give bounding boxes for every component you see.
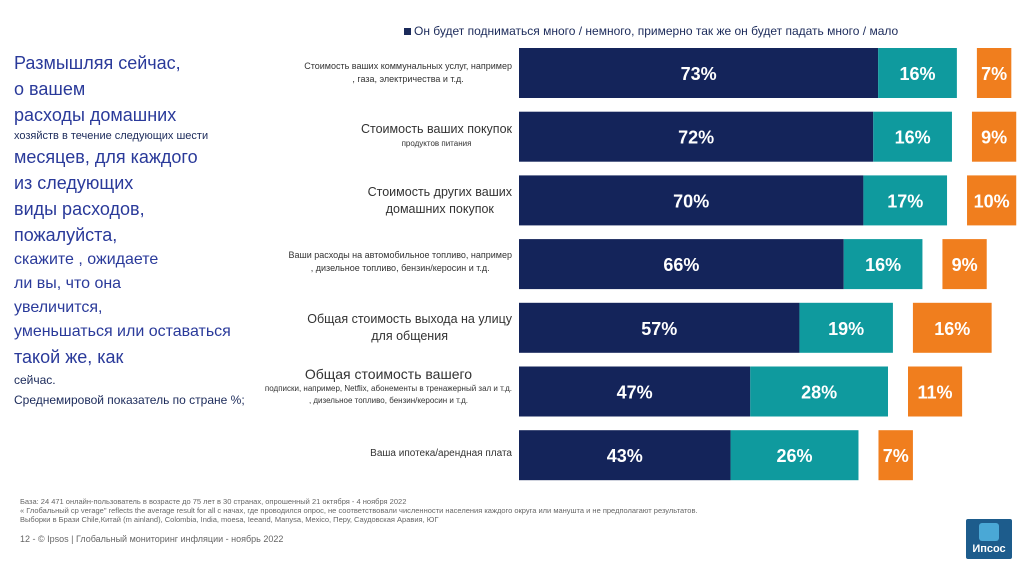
- bar-segment-series-3: [908, 366, 963, 417]
- row-label-mortgage: Ваша ипотека/арендная плата: [370, 447, 512, 460]
- question-line: сейчас.: [14, 373, 56, 387]
- chart-legend: Он будет подниматься много / немного, пр…: [404, 24, 898, 38]
- legend-square-icon: [404, 27, 411, 35]
- row-label-sub: для общения: [371, 329, 448, 343]
- bar-segment-series-1: [519, 430, 731, 481]
- question-line: из следующих: [14, 173, 134, 193]
- question-line: увеличится,: [14, 299, 103, 316]
- row-label-sub: , дизельное топливо, бензин/керосин и т.…: [310, 263, 490, 273]
- bar-segment-series-3: [878, 430, 913, 481]
- question-line: Размышляя сейчас,: [14, 53, 181, 73]
- footnote-line-2: « Глобальный ср verage" reflects the ave…: [20, 506, 698, 515]
- row-label-sub2: , дизельное топливо, бензин/керосин и т.…: [308, 396, 468, 405]
- row-label-subscriptions: Общая стоимость вашего подписки, наприме…: [265, 366, 512, 407]
- row-label-sub: продуктов питания: [401, 139, 472, 148]
- logo-text: Ипсос: [972, 543, 1006, 555]
- question-text: Размышляя сейчас, о вашем расходы домашн…: [14, 50, 254, 410]
- bar-value-label: 11%: [918, 383, 953, 403]
- bar-segment-series-3: [942, 239, 987, 290]
- question-line: о вашем: [14, 79, 86, 99]
- bar-value-label: 16%: [895, 128, 931, 148]
- row-label-main: Ваши расходы на автомобильное топливо, н…: [288, 250, 512, 260]
- bar-value-label: 26%: [777, 446, 813, 466]
- legend-text: Он будет подниматься много / немного, пр…: [414, 24, 899, 38]
- bar-value-label: 19%: [828, 319, 864, 339]
- bar-value-label: 66%: [663, 255, 699, 275]
- bar-value-label: 47%: [617, 383, 653, 403]
- question-line: скажите , ожидаете: [14, 251, 159, 268]
- question-line: расходы домашних: [14, 105, 177, 125]
- question-line: такой же, как: [14, 347, 124, 367]
- logo-mark-icon: [979, 523, 999, 541]
- question-line: хозяйств в течение следующих шести: [14, 130, 209, 142]
- bar-value-label: 9%: [981, 128, 1007, 148]
- row-label-main: Стоимость других ваших: [367, 185, 512, 199]
- bar-segment-series-2: [730, 430, 859, 481]
- bar-value-label: 16%: [900, 64, 936, 84]
- row-label-main: Стоимость ваших коммунальных услуг, напр…: [304, 61, 512, 71]
- bar-segment-series-3: [976, 48, 1012, 98]
- bar-segment-series-2: [750, 366, 888, 417]
- bar-segment-series-2: [873, 111, 952, 162]
- bar-segment-series-2: [863, 175, 948, 226]
- question-line: уменьшаться или оставаться: [14, 323, 231, 340]
- bar-value-label: 70%: [673, 191, 709, 211]
- bar-value-label: 10%: [974, 191, 1010, 211]
- bar-segment-series-2: [843, 239, 923, 290]
- average-note: Среднемировой показатель по стране %;: [14, 393, 245, 407]
- row-label-going-out: Общая стоимость выхода на улицу для обще…: [307, 311, 512, 345]
- row-label-fuel: Ваши расходы на автомобильное топливо, н…: [288, 249, 512, 275]
- bar-segment-series-1: [519, 366, 751, 417]
- bar-value-label: 7%: [883, 446, 909, 466]
- bar-segment-series-2: [878, 48, 957, 98]
- bar-value-label: 16%: [934, 319, 970, 339]
- row-label-main: Ваша ипотека/арендная плата: [370, 448, 512, 459]
- row-label-main: Стоимость ваших покупок: [360, 122, 512, 136]
- row-label-main: Общая стоимость выхода на улицу: [307, 312, 512, 326]
- footnote-base: База: 24 471 онлайн-пользователь в возра…: [20, 497, 407, 506]
- bar-segment-series-3: [967, 175, 1017, 226]
- bar-value-label: 7%: [981, 64, 1007, 84]
- row-label-main: Общая стоимость вашего: [304, 366, 473, 382]
- bar-segment-series-2: [799, 302, 893, 353]
- row-label-sub: , газа, электричества и т.д.: [352, 74, 464, 84]
- bar-value-label: 43%: [607, 446, 643, 466]
- row-label-sub: домашних покупок: [385, 202, 494, 216]
- bar-segment-series-1: [519, 302, 800, 353]
- footnote-line-3: Выборки в Брази Chile,Китай (m ainland),…: [20, 515, 439, 524]
- bar-value-label: 9%: [952, 255, 978, 275]
- bar-segment-series-1: [519, 111, 874, 162]
- bar-segment-series-1: [519, 175, 864, 226]
- bar-value-label: 73%: [681, 64, 717, 84]
- bar-value-label: 28%: [801, 383, 837, 403]
- bar-value-label: 72%: [678, 128, 714, 148]
- page-footer: 12 - © Ipsos | Глобальный мониторинг инф…: [20, 534, 284, 544]
- row-label-sub: подписки, например, Netflix, абонементы …: [264, 384, 512, 393]
- bar-segment-series-1: [519, 239, 844, 290]
- ipsos-logo: Ипсос: [966, 519, 1012, 559]
- question-line: ли вы, что она: [14, 275, 122, 292]
- bar-segment-series-3: [971, 111, 1017, 162]
- row-label-utilities: Стоимость ваших коммунальных услуг, напр…: [304, 60, 512, 86]
- bar-segment-series-3: [912, 302, 992, 353]
- question-line: виды расходов,: [14, 199, 145, 219]
- bar-value-label: 16%: [865, 255, 901, 275]
- question-line: месяцев, для каждого: [14, 147, 198, 167]
- row-label-groceries: Стоимость ваших покупок продуктов питани…: [361, 121, 512, 150]
- bar-value-label: 57%: [641, 319, 677, 339]
- row-label-other-purchases: Стоимость других ваших домашних покупок: [368, 184, 512, 218]
- bar-segment-series-1: [519, 48, 879, 98]
- bar-value-label: 17%: [887, 191, 923, 211]
- question-line: пожалуйста,: [14, 225, 118, 245]
